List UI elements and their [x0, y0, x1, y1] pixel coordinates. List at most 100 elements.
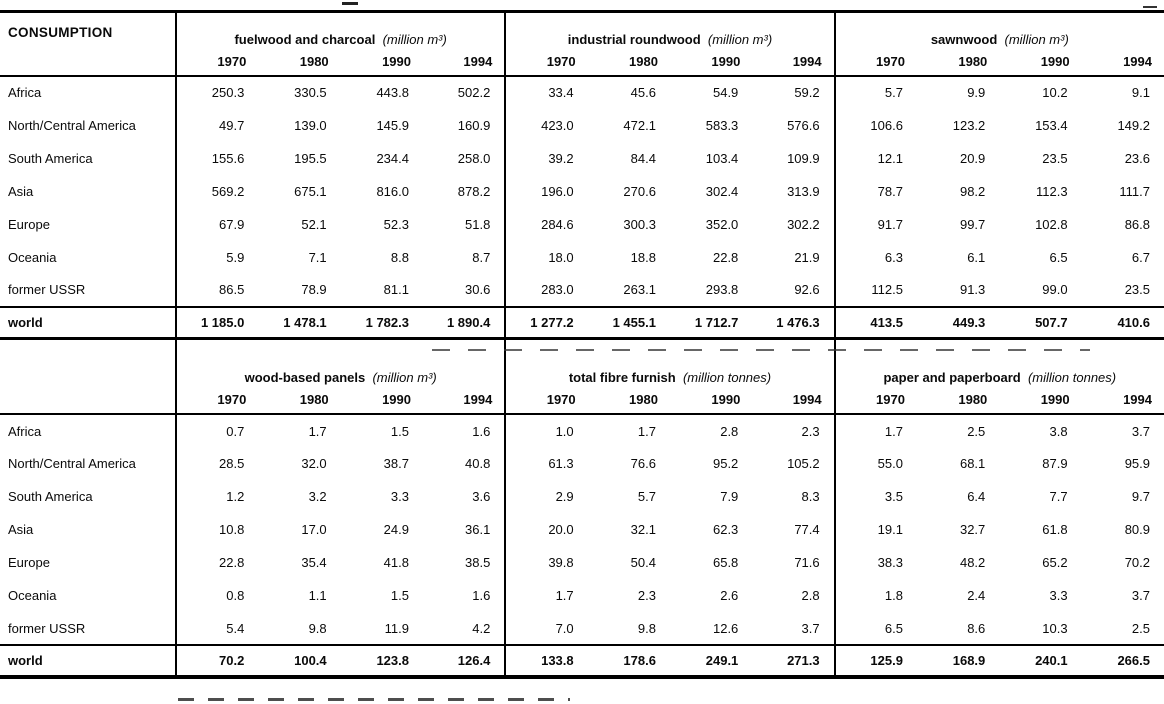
value-cell: 24.9 [383, 522, 409, 537]
value-cell: 76.6 [630, 456, 656, 471]
year-header: 1990 [669, 47, 753, 77]
consumption-table-bottom: wood-based panels (million m³) total fibr… [0, 340, 1164, 679]
row-label: Europe [8, 216, 50, 232]
year-header: 1994 [752, 386, 835, 415]
value-cell: 4.2 [472, 620, 491, 636]
value-cell: 86.8 [1124, 216, 1150, 232]
value-cell: 103.4 [705, 150, 739, 166]
world-row: world 1 185.0 1 478.1 1 782.3 1 890.4 1 277.2… [0, 305, 1164, 339]
value-cell: 3.7 [801, 620, 820, 636]
value-cell: 293.8 [705, 282, 739, 297]
value-cell: 5.7 [833, 75, 917, 109]
value-cell: 6.7 [1131, 249, 1150, 265]
value-cell: 1.6 [472, 423, 491, 439]
value-cell: 80.9 [1124, 522, 1150, 537]
table-row-europe: Europe 22.8 35.4 41.8 38.5 39.8 50.4 65.8 71.6 38… [0, 546, 1164, 579]
value-cell: 7.0 [504, 612, 588, 645]
value-cell: 111.7 [1119, 183, 1150, 199]
value-cell: 8.6 [967, 620, 986, 636]
year-header: 1990 [999, 47, 1082, 77]
table-row-south-america: South America 155.6 195.5 234.4 258.0 39.2 84.… [0, 141, 1164, 175]
world-value-cell: 178.6 [587, 644, 670, 677]
value-cell: 3.8 [1049, 423, 1068, 439]
world-value-cell: 1 455.1 [587, 305, 670, 339]
value-cell: 12.1 [833, 141, 917, 175]
value-cell: 112.3 [1036, 183, 1068, 199]
corner-label: CONSUMPTION [0, 11, 176, 77]
value-cell: 576.6 [787, 117, 820, 133]
value-cell: 443.8 [376, 85, 409, 100]
world-row: world 70.2 100.4 123.8 126.4 133.8 178.6 249.1 2… [0, 644, 1164, 677]
world-value-cell: 123.8 [340, 644, 423, 677]
section-unit: (million m³) [707, 31, 773, 47]
value-cell: 284.6 [504, 207, 588, 241]
section-header-total-fibre-furnish: total fibre furnish (million tonnes) [504, 340, 835, 386]
value-cell: 52.1 [301, 216, 327, 232]
section-header-wood-based-panels: wood-based panels (million m³) [174, 340, 506, 386]
scan-artifact [1143, 6, 1157, 8]
value-cell: 145.9 [376, 117, 409, 133]
table-row-former-ussr: former USSR 5.4 9.8 11.9 4.2 7.0 9.8 12.6 3.7 6.5… [0, 612, 1164, 645]
world-row-label: world [0, 644, 176, 677]
value-cell: 95.2 [712, 456, 739, 471]
row-label: Oceania [8, 588, 57, 603]
world-value-cell: 1 890.4 [422, 305, 506, 339]
value-cell: 22.8 [174, 546, 259, 579]
value-cell: 52.3 [383, 216, 409, 232]
section-unit: (million m³) [372, 370, 437, 385]
value-cell: 19.1 [833, 513, 917, 546]
value-cell: 105.2 [787, 456, 820, 471]
table-row-asia: Asia 569.2 675.1 816.0 878.2 196.0 270.6 302.4 3… [0, 174, 1164, 208]
year-header: 1970 [174, 47, 259, 77]
value-cell: 2.9 [504, 480, 588, 513]
value-cell: 2.5 [1131, 620, 1150, 636]
value-cell: 7.9 [720, 489, 739, 504]
value-cell: 20.0 [504, 513, 588, 546]
year-header: 1994 [422, 47, 506, 77]
value-cell: 0.8 [174, 579, 259, 612]
value-cell: 2.5 [967, 423, 986, 439]
value-cell: 32.7 [959, 522, 986, 537]
value-cell: 1.5 [390, 423, 409, 439]
value-cell: 0.7 [174, 414, 259, 447]
value-cell: 2.3 [637, 588, 656, 603]
value-cell: 6.4 [967, 489, 986, 504]
world-value-cell: 1 782.3 [340, 305, 423, 339]
value-cell: 6.3 [833, 240, 917, 274]
value-cell: 22.8 [712, 249, 739, 265]
world-value-cell: 1 277.2 [504, 305, 588, 339]
value-cell: 3.3 [1049, 588, 1068, 603]
section-title: paper and paperboard [883, 370, 1021, 385]
table-row-former-ussr: former USSR 86.5 78.9 81.1 30.6 283.0 263.1 293… [0, 273, 1164, 307]
table-row-north-central-america: North/Central America 28.5 32.0 38.7 40.8 61.… [0, 447, 1164, 480]
value-cell: 65.2 [1042, 555, 1068, 570]
row-label: Africa [8, 85, 42, 100]
value-cell: 33.4 [504, 75, 588, 109]
value-cell: 40.8 [465, 456, 491, 471]
value-cell: 10.2 [1042, 85, 1068, 100]
value-cell: 263.1 [623, 282, 656, 297]
value-cell: 9.9 [967, 85, 986, 100]
value-cell: 71.6 [794, 555, 820, 570]
value-cell: 196.0 [504, 174, 588, 208]
value-cell: 3.2 [308, 489, 327, 504]
value-cell: 302.4 [705, 183, 739, 199]
row-label: former USSR [8, 620, 86, 636]
value-cell: 160.9 [457, 117, 491, 133]
value-cell: 54.9 [712, 85, 739, 100]
section-title: fuelwood and charcoal [234, 31, 376, 47]
value-cell: 99.0 [1042, 282, 1068, 297]
section-unit: (million tonnes) [1027, 370, 1117, 385]
value-cell: 65.8 [712, 555, 739, 570]
value-cell: 155.6 [174, 141, 259, 175]
year-header: 1980 [258, 386, 341, 415]
value-cell: 36.1 [465, 522, 491, 537]
year-header: 1994 [422, 386, 506, 415]
value-cell: 61.8 [1042, 522, 1068, 537]
value-cell: 62.3 [712, 522, 739, 537]
value-cell: 423.0 [504, 108, 588, 142]
value-cell: 38.5 [465, 555, 491, 570]
value-cell: 300.3 [623, 216, 656, 232]
row-label: South America [8, 489, 93, 504]
